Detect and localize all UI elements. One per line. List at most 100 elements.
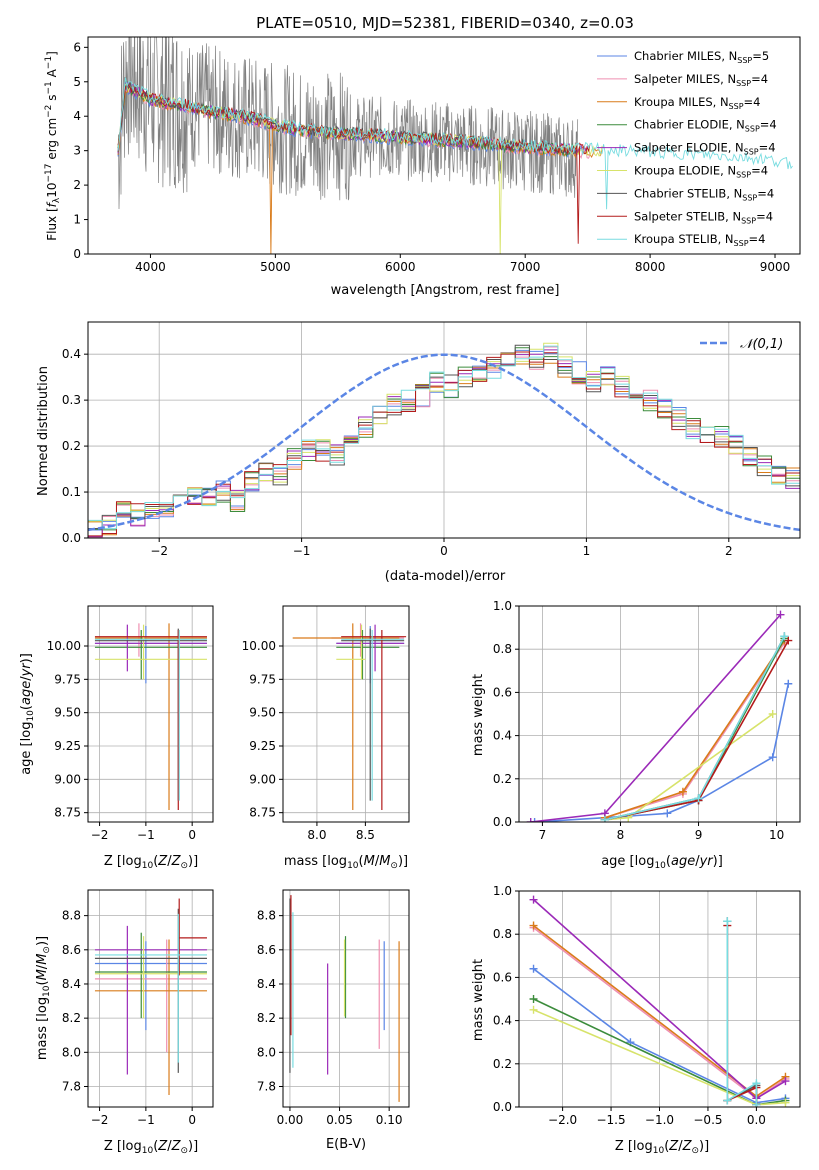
legend-subscript: SSP: [737, 56, 752, 65]
spectrum-panel: 4000 5000 6000 7000 8000 9000 0 1 2 3 4 5 6 PLATE=05…: [44, 14, 801, 298]
y-tick-label: 0.0: [493, 815, 512, 829]
weight-vs-Z-xlabel: Z [log10(Z/Z⊙)]: [615, 1139, 709, 1156]
axes-frame: [87, 889, 214, 1108]
y-tick-label: 0.1: [62, 485, 81, 499]
y-tick-label: 0: [73, 247, 81, 261]
x-tick-label: 9: [695, 828, 703, 842]
y-tick-label: 10.00: [242, 639, 276, 653]
x-tick-label: 7000: [510, 260, 541, 274]
x-tick-label: 0: [188, 828, 196, 842]
legend-subscript: SSP: [741, 216, 756, 225]
age-vs-Z-panel: −2 −1 0 8.75 9.00 9.25 9.50 9.75 10.00 age [log1…: [19, 605, 214, 871]
residuals-panel: −2 −1 0 1 2 0.0 0.1 0.2 0.3 0.4 (data-model)/erro…: [36, 321, 801, 584]
mass-weight-line: [726, 921, 758, 1105]
axes-frame: [518, 890, 801, 1108]
y-tick-label: 0.8: [493, 642, 512, 656]
y-tick-label: 9.00: [54, 772, 81, 786]
weight-vs-age-panel: 7 8 9 10 0.0 0.2 0.4 0.6 0.8 1.0 mass weight age …: [471, 599, 801, 871]
mass-weight-marker: [529, 964, 538, 973]
x-tick-label: 10: [769, 828, 784, 842]
y-tick-label: 8.6: [62, 943, 81, 957]
mass-weight-line: [604, 642, 786, 819]
y-tick-label: 8.0: [62, 1045, 81, 1059]
legend-subscript: SSP: [734, 239, 749, 248]
x-tick-label: 1: [583, 544, 591, 558]
spectrum-plot-area: 4000 5000 6000 7000 8000 9000 0 1 2 3 4 5 6: [73, 36, 801, 274]
residuals-ylabel: Normed distribution: [36, 366, 51, 496]
mass-weight-marker: [768, 753, 777, 762]
axes-frame: [518, 605, 801, 823]
mass-weight-marker: [723, 1096, 732, 1105]
mass-weight-line: [604, 635, 786, 821]
y-tick-label: 8.75: [54, 806, 81, 820]
legend-count: =4: [759, 141, 776, 155]
weight-vs-age-ylabel: mass weight: [471, 674, 486, 756]
y-tick-label: 8.6: [257, 943, 276, 957]
y-tick-label: 8.8: [62, 909, 81, 923]
mass-vs-Z-xlabel: Z [log10(Z/Z⊙)]: [104, 1139, 198, 1156]
legend-subscript: SSP: [744, 148, 759, 157]
x-tick-label: 0: [440, 544, 448, 558]
y-tick-label: 8.0: [257, 1045, 276, 1059]
y-tick-label: 8.4: [257, 977, 276, 991]
y-tick-label: 8.2: [257, 1011, 276, 1025]
x-tick-label: −2: [91, 828, 109, 842]
mass-weight-marker: [530, 818, 539, 822]
errorbar-group: [292, 623, 407, 810]
mass-weight-marker: [776, 610, 785, 619]
mass-weight-marker: [694, 794, 703, 803]
mass-weight-line: [604, 640, 786, 819]
legend-subscript: SSP: [729, 102, 744, 111]
legend-subscript: SSP: [736, 171, 751, 180]
y-tick-label: 9.50: [249, 706, 276, 720]
x-tick-label: −2: [91, 1113, 109, 1127]
legend-subscript: SSP: [745, 125, 760, 134]
x-tick-label: −1.0: [645, 1113, 674, 1127]
y-tick-label: 9.50: [54, 706, 81, 720]
residuals-legend: 𝒩(0,1): [700, 337, 783, 352]
age-vs-Z-xlabel: Z [log10(Z/Z⊙)]: [104, 854, 198, 871]
y-tick-label: 8.2: [62, 1011, 81, 1025]
weight-vs-Z-panel: −2.0 −1.5 −1.0 −0.5 0.0 0.0 0.2 0.4 0.6 0.8 1.0 ma…: [471, 884, 801, 1156]
mass-vs-Z-ylabel: mass [log10(M/M⊙)]: [35, 936, 52, 1060]
legend-normal-label: 𝒩(0,1): [740, 337, 783, 352]
x-tick-label: −1: [137, 1113, 155, 1127]
mass-weight-marker: [781, 1077, 790, 1086]
age-vs-mass-panel: 8.0 8.5 8.75 9.00 9.25 9.50 9.75 10.00 mass [lo…: [242, 605, 410, 871]
y-tick-label: 9.00: [249, 772, 276, 786]
mass-weight-marker: [752, 1100, 761, 1107]
residuals-plot-area: −2 −1 0 1 2 0.0 0.1 0.2 0.3 0.4: [62, 321, 801, 558]
x-tick-label: 0.00: [277, 1113, 304, 1127]
y-tick-label: 1.0: [493, 599, 512, 613]
model-spectrum-line: [117, 77, 793, 210]
mass-vs-ebv-plot-area: 0.00 0.05 0.10 7.8 8.0 8.2 8.4 8.6 8.8: [257, 889, 410, 1127]
age-vs-Z-plot-area: −2 −1 0 8.75 9.00 9.25 9.50 9.75 10.00: [47, 605, 214, 842]
age-vs-mass-xlabel: mass [log10(M/M⊙)]: [284, 854, 408, 871]
residuals-xlabel: (data-model)/error: [385, 569, 506, 584]
y-tick-label: 7.8: [257, 1079, 276, 1093]
spectrum-legend: Chabrier MILES, NSSP=5 Salpeter MILES, NS…: [597, 49, 777, 248]
axes-frame: [282, 605, 410, 823]
mass-weight-marker: [678, 787, 687, 796]
y-tick-label: 0.0: [493, 1100, 512, 1114]
x-tick-label: 2: [725, 544, 733, 558]
y-tick-label: 3: [73, 144, 81, 158]
errorbar-group: [289, 895, 400, 1102]
mass-weight-marker: [784, 636, 793, 645]
mass-weight-marker: [768, 710, 777, 718]
mass-vs-ebv-panel: 0.00 0.05 0.10 7.8 8.0 8.2 8.4 8.6 8.8 E(B-V): [257, 889, 410, 1152]
y-tick-label: 8.4: [62, 977, 81, 991]
y-tick-label: 1.0: [493, 884, 512, 898]
mass-weight-line: [533, 968, 786, 1104]
mass-vs-Z-panel: −2 −1 0 7.8 8.0 8.2 8.4 8.6 8.8 mass [log10(M/M⊙…: [35, 889, 214, 1156]
spectrum-xlabel: wavelength [Angstrom, rest frame]: [331, 283, 560, 298]
age-vs-mass-plot-area: 8.0 8.5 8.75 9.00 9.25 9.50 9.75 10.00: [242, 605, 410, 842]
y-tick-label: 9.25: [249, 739, 276, 753]
x-tick-label: 7: [539, 828, 547, 842]
x-tick-label: 0.05: [326, 1113, 353, 1127]
weight-vs-age-plot-area: 7 8 9 10 0.0 0.2 0.4 0.6 0.8 1.0: [493, 599, 801, 842]
y-tick-label: 0.2: [493, 1057, 512, 1071]
errorbar-group: [94, 898, 207, 1096]
y-tick-label: 0.4: [62, 347, 81, 361]
